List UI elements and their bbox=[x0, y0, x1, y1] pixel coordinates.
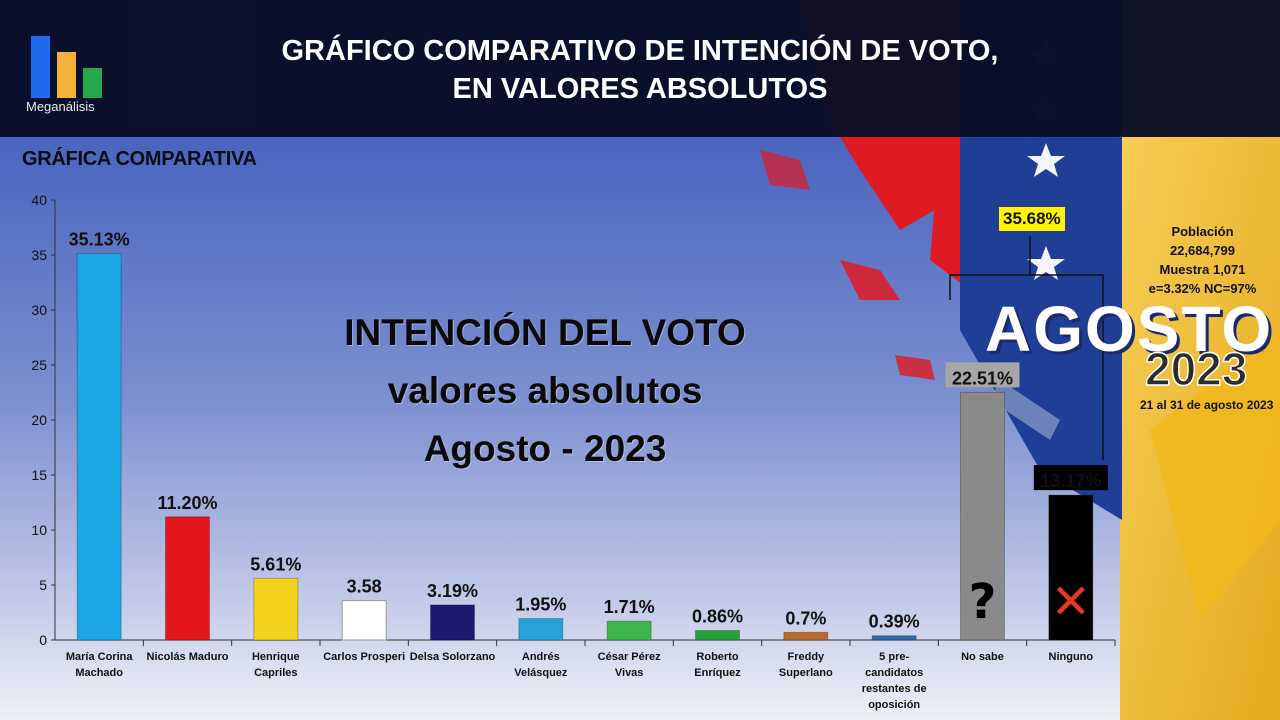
data-label: 13.17% bbox=[1040, 471, 1101, 491]
category-label: Delsa Solorzano bbox=[410, 651, 496, 663]
category-label: Nicolás Maduro bbox=[147, 651, 229, 663]
month-badge: AGOSTO bbox=[985, 293, 1274, 365]
data-label: 0.86% bbox=[692, 607, 743, 627]
bar bbox=[253, 577, 299, 641]
data-label-background bbox=[1033, 465, 1108, 491]
y-tick-label: 15 bbox=[31, 467, 47, 483]
overlay-title-line-3: Agosto - 2023 bbox=[423, 428, 667, 469]
info-error: e=3.32% NC=97% bbox=[1148, 281, 1257, 296]
y-tick-label: 40 bbox=[31, 192, 47, 208]
category-label: César Pérez bbox=[598, 651, 661, 663]
data-label: 3.58 bbox=[347, 577, 382, 597]
logo-bar-icon bbox=[31, 36, 50, 98]
chart-subtitle: GRÁFICA COMPARATIVA bbox=[22, 148, 257, 170]
y-tick-label: 10 bbox=[31, 522, 47, 538]
logo-bar-icon bbox=[57, 52, 76, 98]
data-label: 11.20% bbox=[157, 493, 217, 513]
title-line-2: EN VALORES ABSOLUTOS bbox=[452, 73, 828, 105]
logo-bar-icon bbox=[83, 68, 102, 98]
category-label: Ninguno bbox=[1049, 651, 1094, 663]
data-label: 1.95% bbox=[515, 595, 566, 615]
survey-info: Población 22,684,799 Muestra 1,071 e=3.3… bbox=[1130, 222, 1275, 298]
data-label: 0.39% bbox=[869, 612, 920, 632]
data-label: 1.71% bbox=[604, 597, 655, 617]
category-label: No sabe bbox=[961, 651, 1004, 663]
y-tick-label: 25 bbox=[31, 357, 47, 373]
category-label: oposición bbox=[868, 699, 920, 711]
bar bbox=[606, 620, 652, 641]
y-tick-label: 5 bbox=[39, 577, 47, 593]
category-label: Machado bbox=[75, 667, 123, 679]
category-label: Capriles bbox=[254, 667, 297, 679]
category-label: Superlano bbox=[779, 667, 833, 679]
data-label: 3.19% bbox=[427, 581, 478, 601]
y-tick-label: 35 bbox=[31, 247, 47, 263]
category-label: Roberto bbox=[696, 651, 738, 663]
bar bbox=[430, 604, 475, 641]
bar bbox=[76, 253, 122, 641]
year-badge: 2023 bbox=[1144, 342, 1248, 396]
title-line-1: GRÁFICO COMPARATIVO DE INTENCIÓN DE VOTO… bbox=[281, 35, 999, 67]
data-label: 0.7% bbox=[785, 608, 826, 628]
info-population-value: 22,684,799 bbox=[1169, 243, 1236, 258]
data-label: 22.51% bbox=[952, 368, 1013, 388]
y-tick-label: 0 bbox=[39, 632, 47, 648]
y-tick-label: 30 bbox=[31, 302, 47, 318]
bar-mark: ✕ bbox=[1051, 574, 1091, 630]
y-tick-label: 20 bbox=[31, 412, 47, 428]
bar bbox=[695, 630, 740, 641]
category-label: Carlos Prosperi bbox=[323, 651, 405, 663]
meganalisis-logo: Meganálisis bbox=[26, 30, 116, 120]
data-label: 35.13% bbox=[69, 230, 130, 250]
bar bbox=[783, 631, 829, 641]
category-label: Freddy bbox=[787, 651, 825, 663]
page-title: GRÁFICO COMPARATIVO DE INTENCIÓN DE VOTO… bbox=[180, 32, 1100, 108]
category-label: Andrés bbox=[522, 651, 560, 663]
bar-mark: ? bbox=[969, 574, 997, 630]
category-label: Vivas bbox=[615, 667, 644, 679]
bar bbox=[165, 516, 210, 641]
info-sample: Muestra 1,071 bbox=[1159, 262, 1246, 277]
logo-text: Meganálisis bbox=[26, 99, 95, 114]
category-label: restantes de bbox=[862, 683, 927, 695]
overlay-title-line-1: INTENCIÓN DEL VOTO bbox=[344, 312, 746, 353]
combined-percentage-label: 35.68% bbox=[999, 207, 1065, 231]
overlay-title-line-2: valores absolutos bbox=[387, 370, 703, 411]
bar bbox=[1048, 494, 1094, 641]
bar bbox=[871, 635, 917, 641]
bar bbox=[518, 618, 564, 641]
category-label: María Corina bbox=[66, 651, 134, 663]
header-bar: Meganálisis GRÁFICO COMPARATIVO DE INTEN… bbox=[0, 0, 1280, 137]
category-label: Velásquez bbox=[514, 667, 568, 679]
category-label: 5 pre- bbox=[879, 651, 909, 663]
data-label: 5.61% bbox=[250, 554, 301, 574]
category-label: Henrique bbox=[252, 651, 300, 663]
category-label: candidatos bbox=[865, 667, 923, 679]
date-range: 21 al 31 de agosto 2023 bbox=[1140, 398, 1274, 412]
info-population-label: Población bbox=[1171, 224, 1234, 239]
category-label: Enríquez bbox=[694, 667, 741, 679]
bar bbox=[341, 600, 387, 641]
